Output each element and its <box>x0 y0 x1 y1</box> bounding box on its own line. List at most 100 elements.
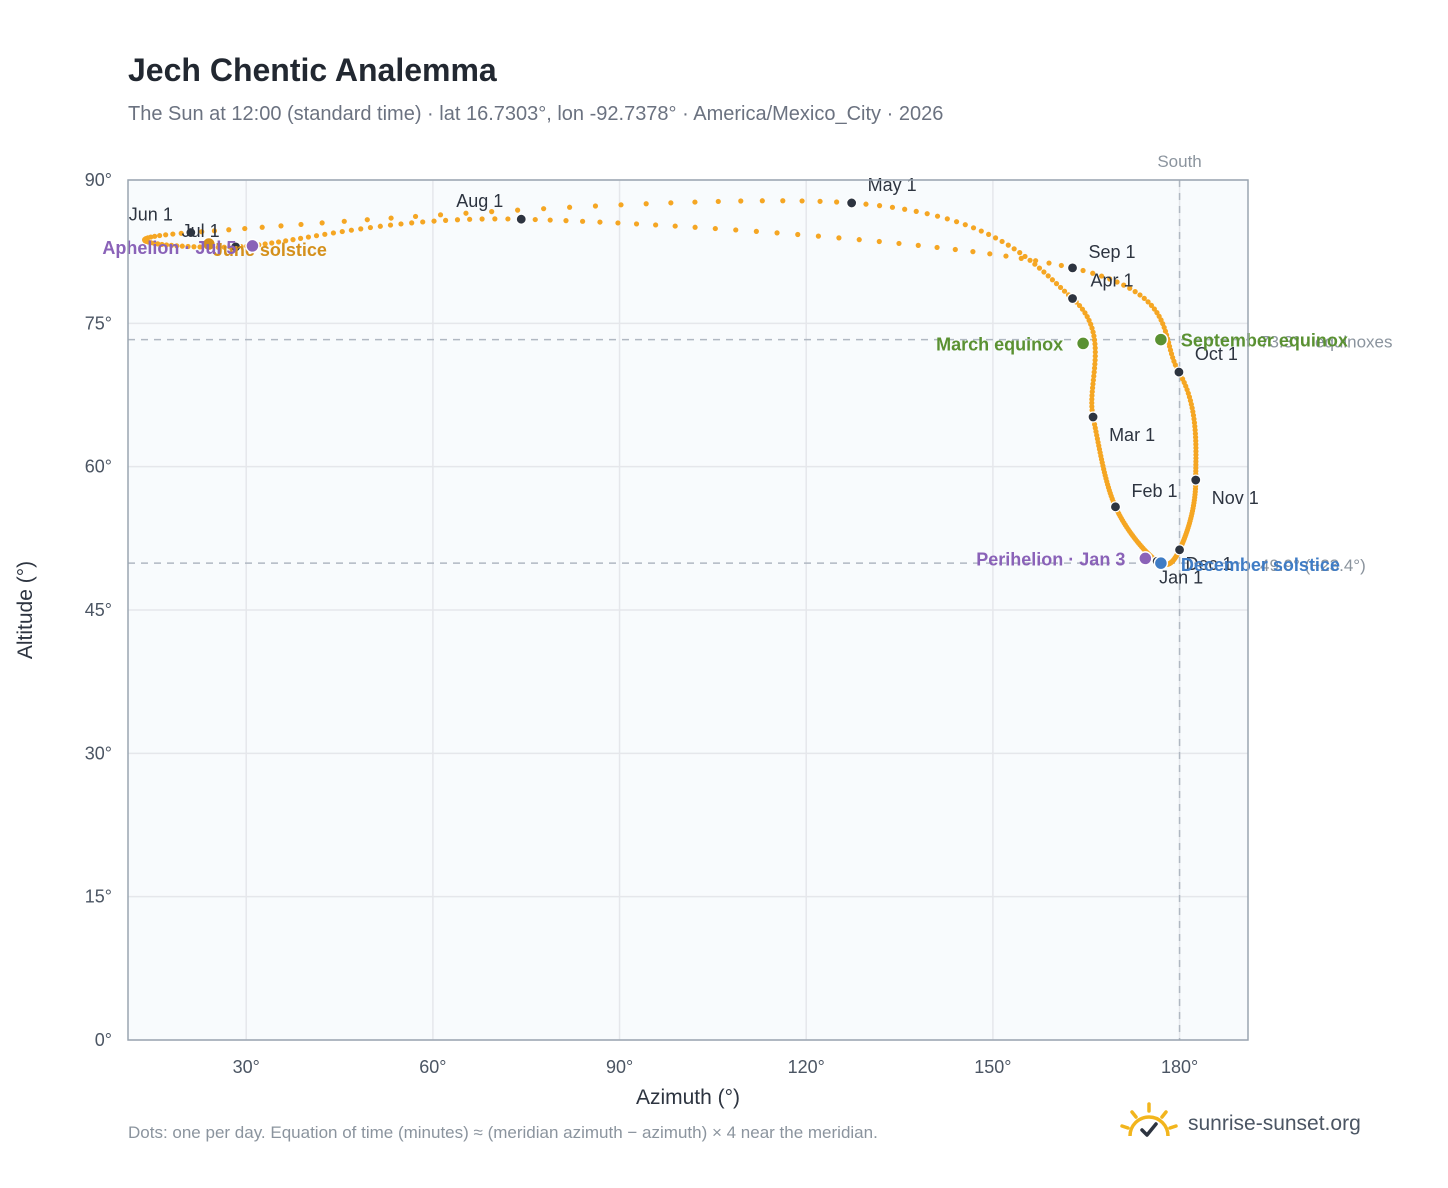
daily-sun-dot <box>836 235 842 241</box>
daily-sun-dot <box>185 243 191 250</box>
daily-sun-dot <box>157 232 163 239</box>
brand-logo[interactable]: sunrise-sunset.org <box>1120 1102 1361 1146</box>
daily-sun-dot <box>358 226 364 232</box>
daily-sun-dot <box>633 221 640 227</box>
plot-frame <box>127 179 1249 1041</box>
y-axis-title: Altitude (°) <box>14 561 37 659</box>
daily-sun-dot <box>1057 284 1064 291</box>
daily-sun-dot <box>692 224 698 230</box>
daily-sun-dot <box>278 223 284 229</box>
y-tick-label: 75° <box>85 313 112 333</box>
daily-sun-dot <box>387 222 394 228</box>
y-tick-label: 0° <box>95 1030 112 1050</box>
daily-sun-dot <box>505 216 511 222</box>
sun-check-logo-icon <box>1120 1102 1178 1137</box>
y-tick-label: 30° <box>85 743 112 763</box>
daily-sun-dot <box>896 240 902 247</box>
daily-sun-dot <box>1132 289 1138 295</box>
daily-sun-dot <box>221 244 227 250</box>
daily-sun-dot <box>174 243 180 249</box>
daily-sun-dot <box>283 238 289 244</box>
daily-sun-dot <box>1091 337 1098 343</box>
daily-sun-dot <box>944 216 950 222</box>
daily-sun-dot <box>1053 281 1060 287</box>
daily-sun-dot <box>970 249 976 255</box>
daily-sun-dot <box>1080 267 1086 274</box>
daily-sun-dot <box>618 202 624 208</box>
daily-sun-dot <box>615 220 621 226</box>
daily-sun-dot <box>1089 385 1096 391</box>
daily-sun-dot <box>547 217 553 223</box>
daily-sun-dot <box>1090 377 1096 383</box>
daily-sun-dot <box>1045 273 1051 279</box>
daily-sun-dot <box>463 210 469 216</box>
y-tick-label: 90° <box>85 170 112 190</box>
daily-sun-dot <box>567 204 573 210</box>
daily-sun-dot <box>1090 270 1096 276</box>
reference-line-label: 73.3° · equinoxes <box>1260 333 1393 352</box>
x-tick-label: 180° <box>1161 1057 1198 1077</box>
daily-sun-dot <box>197 244 203 250</box>
daily-sun-dot <box>242 225 248 232</box>
daily-sun-dot <box>986 231 992 238</box>
month-marker <box>1173 544 1186 556</box>
daily-sun-dot <box>1089 396 1095 402</box>
daily-sun-dot <box>1127 285 1133 291</box>
daily-sun-dot <box>159 241 165 248</box>
daily-sun-dot <box>388 215 394 221</box>
daily-sun-dot <box>1091 373 1097 379</box>
daily-sun-dot <box>1091 369 1097 375</box>
daily-sun-dot <box>952 246 958 253</box>
daily-sun-dot <box>305 234 312 240</box>
month-label: May 1 <box>868 175 917 195</box>
event-marker <box>1153 332 1169 347</box>
month-marker <box>1109 501 1122 513</box>
month-marker <box>1190 474 1202 486</box>
event-marker <box>1075 336 1091 351</box>
daily-sun-dot <box>1121 282 1127 288</box>
y-axis-ticks: 0° 15° 30° 45° 60° 75° 90° <box>85 170 112 1050</box>
daily-sun-dot <box>515 207 521 213</box>
daily-sun-dot <box>653 222 659 228</box>
daily-sun-dot <box>322 231 328 237</box>
meridian-label: South <box>1157 152 1201 171</box>
daily-sun-dot <box>1090 329 1096 335</box>
y-tick-label: 60° <box>85 457 112 477</box>
daily-sun-dot <box>934 244 940 251</box>
month-marker <box>1087 411 1099 423</box>
daily-sun-dot <box>443 217 449 223</box>
daily-sun-dot <box>815 233 822 239</box>
daily-sun-dot <box>1079 306 1086 312</box>
x-tick-label: 150° <box>974 1057 1011 1077</box>
chart-title: Jech Chentic Analemma <box>128 52 497 88</box>
daily-sun-dot <box>275 239 282 245</box>
event-marker <box>201 236 217 252</box>
event-label: March equinox <box>936 334 1063 354</box>
event-label: September equinox <box>1181 331 1348 351</box>
daily-sun-dot <box>889 204 896 210</box>
daily-sun-dot <box>298 221 304 228</box>
daily-sun-dot <box>409 220 415 226</box>
brand-name[interactable]: sunrise-sunset.org <box>1188 1112 1361 1135</box>
daily-sun-dot <box>1003 253 1009 259</box>
daily-sun-dot <box>1107 276 1113 282</box>
daily-sun-dot <box>856 237 862 243</box>
daily-sun-dot <box>863 201 869 207</box>
daily-sun-dot <box>915 242 921 248</box>
daily-sun-dot <box>1049 277 1056 283</box>
daily-sun-dot <box>780 198 786 204</box>
daily-sun-dot <box>1089 389 1095 395</box>
daily-sun-dot <box>155 241 161 247</box>
month-label: Dec 1 <box>1186 554 1233 574</box>
daily-sun-dot <box>1018 255 1024 261</box>
daily-sun-dot <box>799 198 805 204</box>
daily-sun-dot <box>170 231 176 237</box>
daily-sun-dot <box>163 242 170 248</box>
daily-sun-dot <box>1036 265 1043 271</box>
daily-sun-dot <box>152 233 158 239</box>
event-marker <box>1153 555 1169 571</box>
daily-sun-dot <box>191 244 197 250</box>
month-marker <box>230 241 242 253</box>
daily-sun-dot <box>1098 273 1105 279</box>
month-label: Sep 1 <box>1089 242 1136 262</box>
